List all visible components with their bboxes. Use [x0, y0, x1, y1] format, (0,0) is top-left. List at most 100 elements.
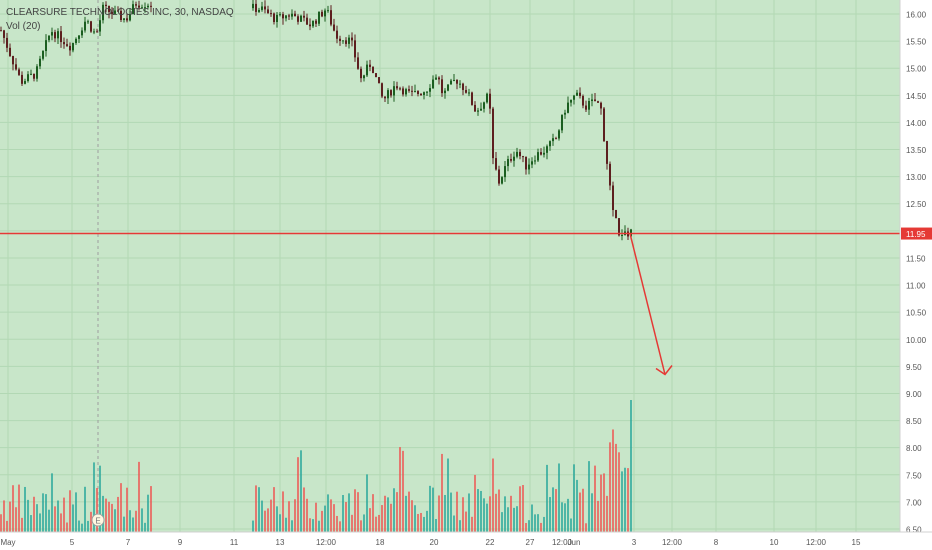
candle-body [282, 14, 284, 19]
volume-bar [33, 496, 35, 532]
candle-body [432, 79, 434, 89]
chart-legend: CLEARSURE TECHNOLOGIES INC, 30, NASDAQ V… [6, 6, 234, 34]
candle-body [468, 92, 470, 94]
earnings-marker[interactable] [91, 513, 105, 527]
candle-body [324, 10, 326, 17]
candle-body [3, 30, 5, 38]
volume-bar [432, 487, 434, 532]
volume-bar [615, 443, 617, 532]
candle-body [423, 92, 425, 95]
candle-body [621, 235, 623, 237]
volume-bar [384, 495, 386, 532]
x-tick-label: 10 [770, 538, 779, 547]
volume-bar [30, 515, 32, 532]
volume-bar [504, 496, 506, 532]
volume-bar [312, 519, 314, 532]
volume-bar [528, 520, 530, 532]
volume-bar [351, 514, 353, 532]
candle-body [111, 11, 113, 14]
volume-bar [315, 502, 317, 532]
volume-bar [465, 511, 467, 532]
candle-body [369, 64, 371, 67]
candle-body [465, 89, 467, 93]
candle-body [375, 73, 377, 78]
volume-bar [9, 501, 11, 532]
candle-body [513, 156, 515, 161]
candle-body [456, 79, 458, 84]
symbol-title: CLEARSURE TECHNOLOGIES INC, 30, NASDAQ [6, 7, 234, 18]
volume-bar [318, 520, 320, 532]
x-tick-label: 27 [526, 538, 535, 547]
candle-body [360, 68, 362, 79]
volume-bar [381, 505, 383, 532]
volume-bar [129, 510, 131, 532]
plot-area [0, 0, 900, 532]
candle-body [78, 35, 80, 39]
volume-bar [549, 497, 551, 532]
volume-bar [327, 494, 329, 532]
y-tick-label: 13.50 [906, 146, 927, 155]
y-tick-label: 13.00 [906, 173, 927, 182]
volume-bar [531, 504, 533, 532]
candle-body [306, 17, 308, 25]
candle-body [90, 21, 92, 32]
volume-bar [597, 500, 599, 532]
x-tick-label: 5 [70, 538, 75, 547]
candle-body [597, 101, 599, 103]
volume-bar [90, 511, 92, 532]
volume-bar [441, 453, 443, 532]
candle-body [321, 11, 323, 17]
volume-bar [408, 491, 410, 532]
candle-body [330, 10, 332, 25]
candle-body [312, 20, 314, 27]
volume-bar [27, 499, 29, 532]
volume-bar [393, 488, 395, 532]
volume-bar [576, 479, 578, 532]
volume-bar [363, 514, 365, 532]
candle-body [303, 15, 305, 18]
volume-bar [147, 494, 149, 532]
volume-bar [360, 520, 362, 532]
candle-body [459, 83, 461, 85]
volume-bar [117, 496, 119, 532]
x-tick-label: 12:00 [316, 538, 337, 547]
volume-bar [624, 467, 626, 532]
candle-body [396, 86, 398, 89]
candle-body [510, 159, 512, 161]
arrow-head [655, 365, 673, 376]
candles [0, 0, 632, 241]
volume-bar [588, 461, 590, 532]
x-tick-label: 3 [632, 538, 637, 547]
projection-arrow[interactable] [629, 233, 666, 375]
candle-body [519, 151, 521, 157]
candle-body [387, 90, 389, 99]
candle-body [561, 114, 563, 131]
candle-body [390, 90, 392, 96]
y-tick-label: 6.50 [906, 526, 922, 535]
candle-body [54, 32, 56, 39]
volume-bar [585, 523, 587, 532]
candle-body [57, 31, 59, 39]
volume-bar [447, 458, 449, 532]
volume-bar [444, 494, 446, 532]
candle-body [288, 15, 290, 17]
volume-bar [405, 495, 407, 532]
volume-bar [474, 474, 476, 532]
volume-bar [468, 493, 470, 532]
volume-bar [66, 522, 68, 532]
candle-body [426, 91, 428, 93]
volume-bar [417, 513, 419, 532]
candle-body [114, 10, 116, 14]
volume-bar [609, 442, 611, 532]
volume-bar [75, 492, 77, 532]
volume-bar [621, 471, 623, 532]
volume-bar [336, 515, 338, 532]
candle-body [567, 102, 569, 113]
volume-bar [54, 506, 56, 532]
candle-body [600, 102, 602, 109]
x-tick-label: 18 [376, 538, 385, 547]
volume-bar [21, 517, 23, 532]
y-tick-label: 9.00 [906, 390, 922, 399]
volume-bar [543, 516, 545, 532]
